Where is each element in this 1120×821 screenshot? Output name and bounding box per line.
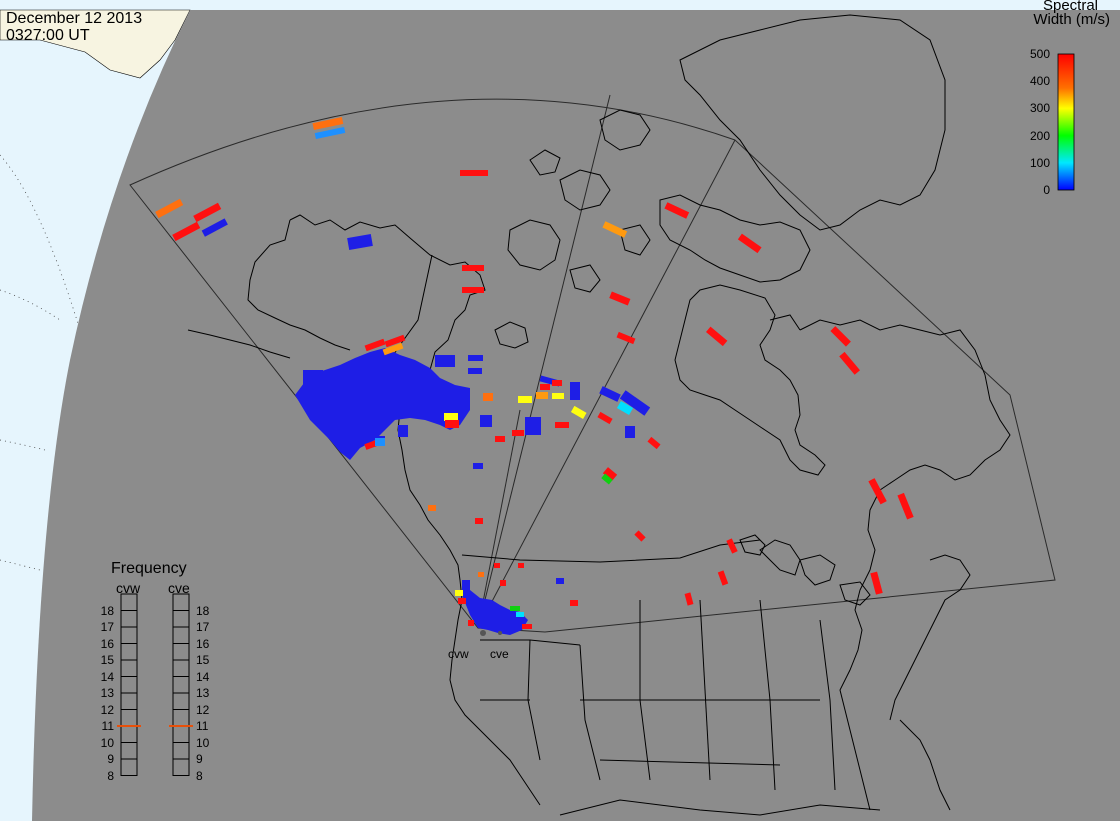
frequency-scale-label: 11 [196, 719, 209, 733]
frequency-scale-label: 13 [196, 686, 210, 700]
time-label: 0327:00 UT [6, 27, 90, 44]
frequency-scale-label: 14 [100, 669, 114, 684]
frequency-cell [120, 758, 138, 776]
frequency-scale-label: 11 [101, 719, 114, 733]
radar-fov-outlines [129, 94, 1056, 633]
date-label: December 12 2013 [6, 10, 143, 27]
colorbar-tick-label: 0 [1043, 183, 1050, 197]
colorbar-tick-label: 300 [1029, 101, 1050, 116]
frequency-scale-label: 10 [196, 735, 210, 750]
frequency-scale-label: 18 [196, 603, 210, 618]
frequency-scale-label: 15 [196, 653, 210, 667]
frequency-scale-label: 9 [196, 752, 203, 766]
frequency-title: Frequency [111, 560, 187, 577]
colorbar-tick-label: 100 [1029, 155, 1050, 170]
colorbar-title-line2: Width (m/s) [1033, 11, 1110, 28]
site-label-cve: cve [490, 647, 509, 661]
frequency-scale-label: 10 [100, 735, 114, 750]
echo-cluster-alaska [295, 348, 470, 460]
globe-disk [32, 10, 1120, 821]
site-marker-cve [498, 631, 502, 635]
frequency-scale-label: 16 [100, 636, 114, 651]
frequency-scale-label: 16 [196, 636, 210, 651]
coastlines [187, 14, 1011, 816]
frequency-scale-label: 9 [107, 752, 114, 766]
frequency-scale-label: 17 [196, 620, 210, 634]
frequency-scale-label: 12 [100, 702, 114, 717]
frequency-radar-label-cve: cve [168, 580, 190, 596]
ocean-graticule [0, 154, 81, 571]
frequency-scale-label: 8 [196, 768, 203, 783]
frequency-scale-label: 15 [100, 653, 114, 667]
frequency-scale-label: 14 [196, 669, 210, 684]
colorbar-tick-label: 500 [1029, 47, 1050, 61]
frequency-scale-label: 18 [100, 603, 114, 618]
frequency-scale-label: 13 [100, 686, 114, 700]
echo-fan-near-radar [462, 590, 528, 635]
colorbar-tick-label: 400 [1029, 74, 1050, 89]
site-marker-cvw [480, 630, 486, 636]
colorbar-title-line1: Spectral [1042, 0, 1098, 14]
site-label-cvw: cvw [448, 647, 469, 661]
corner-land [0, 9, 191, 79]
frequency-scale-label: 12 [196, 702, 210, 717]
frequency-radar-label-cvw: cvw [116, 580, 141, 596]
colorbar-tick-label: 200 [1029, 128, 1050, 143]
spectral-width-colorbar [1057, 53, 1075, 191]
frequency-scale-label: 8 [107, 768, 114, 783]
frequency-scale-label: 17 [100, 620, 114, 634]
frequency-cell [172, 758, 190, 776]
radar-echoes [155, 116, 914, 635]
